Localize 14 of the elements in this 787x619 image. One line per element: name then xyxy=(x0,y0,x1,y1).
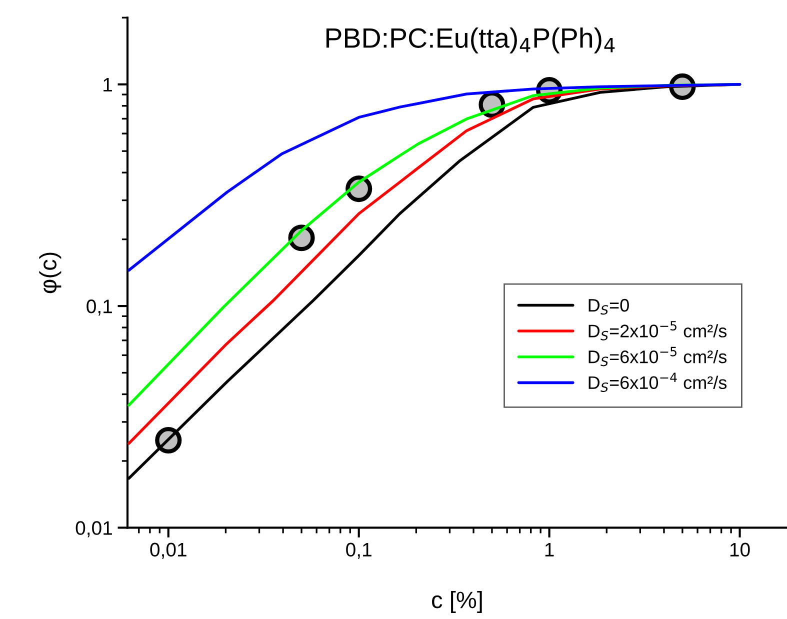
x-tick-label: 0,1 xyxy=(346,542,372,559)
chart-title: PBD:PC:Eu(tta)$_{4}$P(Ph)$_{4}$ xyxy=(326,28,615,54)
x-axis-title: c [%] xyxy=(432,590,482,613)
x-tick-label: 1 xyxy=(545,542,554,556)
x-tick-label: 10 xyxy=(730,542,750,557)
legend-label: D$_{S}$=6x10$^{−4}$ cm²/s xyxy=(588,372,727,392)
legend-label: D$_{S}$=0 xyxy=(588,298,629,315)
y-tick-label: 0,01 xyxy=(76,521,112,538)
y-axis-title: φ(c) xyxy=(39,252,62,294)
legend-label: D$_{S}$=2x10$^{−5}$ cm²/s xyxy=(588,321,727,340)
y-tick-label: 1 xyxy=(104,78,112,92)
x-tick-label: 0,01 xyxy=(150,542,186,559)
legend-label: D$_{S}$=6x10$^{−5}$ cm²/s xyxy=(588,346,727,366)
y-tick-label: 0,1 xyxy=(86,300,112,316)
